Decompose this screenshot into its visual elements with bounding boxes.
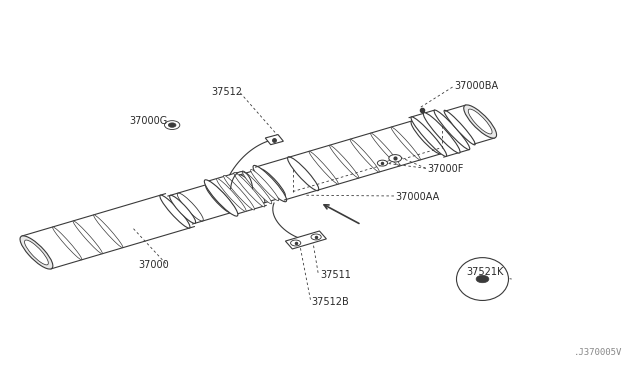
Ellipse shape: [350, 139, 380, 172]
Ellipse shape: [423, 113, 460, 153]
Circle shape: [164, 121, 180, 129]
Ellipse shape: [93, 215, 123, 248]
Ellipse shape: [259, 169, 285, 197]
Ellipse shape: [251, 169, 279, 201]
Ellipse shape: [467, 266, 498, 292]
Text: 37511: 37511: [320, 270, 351, 280]
Ellipse shape: [239, 175, 265, 203]
Ellipse shape: [468, 109, 492, 134]
Ellipse shape: [391, 127, 420, 160]
Text: 37000AA: 37000AA: [395, 192, 440, 202]
Text: 37000F: 37000F: [427, 164, 463, 174]
Ellipse shape: [287, 157, 319, 191]
Ellipse shape: [411, 117, 447, 157]
Ellipse shape: [24, 240, 49, 265]
Text: 37000BA: 37000BA: [454, 81, 498, 91]
Ellipse shape: [472, 270, 493, 288]
Ellipse shape: [216, 179, 246, 211]
Polygon shape: [266, 135, 284, 145]
Text: 37000: 37000: [138, 260, 169, 270]
Circle shape: [168, 123, 176, 127]
Text: 37521K: 37521K: [467, 267, 504, 277]
Ellipse shape: [205, 185, 232, 213]
Circle shape: [476, 275, 489, 283]
Ellipse shape: [204, 180, 238, 216]
Ellipse shape: [411, 121, 442, 154]
Text: 37512B: 37512B: [312, 297, 349, 307]
Circle shape: [389, 155, 401, 162]
Ellipse shape: [206, 182, 236, 215]
Ellipse shape: [160, 195, 190, 228]
Ellipse shape: [52, 227, 82, 260]
Ellipse shape: [464, 105, 497, 138]
Ellipse shape: [461, 262, 504, 296]
Text: 37000G: 37000G: [129, 116, 167, 126]
Ellipse shape: [309, 151, 339, 184]
Ellipse shape: [456, 258, 509, 301]
Ellipse shape: [234, 172, 265, 207]
Ellipse shape: [223, 175, 255, 210]
Ellipse shape: [242, 171, 272, 204]
Ellipse shape: [177, 193, 204, 221]
Ellipse shape: [330, 145, 359, 178]
Text: 37512: 37512: [212, 87, 243, 97]
Ellipse shape: [253, 166, 287, 202]
Circle shape: [291, 240, 301, 246]
Text: .J370005V: .J370005V: [574, 347, 623, 357]
Ellipse shape: [434, 110, 470, 150]
Ellipse shape: [371, 133, 400, 166]
Ellipse shape: [170, 195, 196, 223]
Ellipse shape: [444, 110, 476, 145]
Circle shape: [378, 160, 388, 166]
Ellipse shape: [20, 236, 53, 269]
Ellipse shape: [73, 221, 102, 254]
Polygon shape: [285, 231, 326, 249]
Circle shape: [311, 234, 321, 240]
